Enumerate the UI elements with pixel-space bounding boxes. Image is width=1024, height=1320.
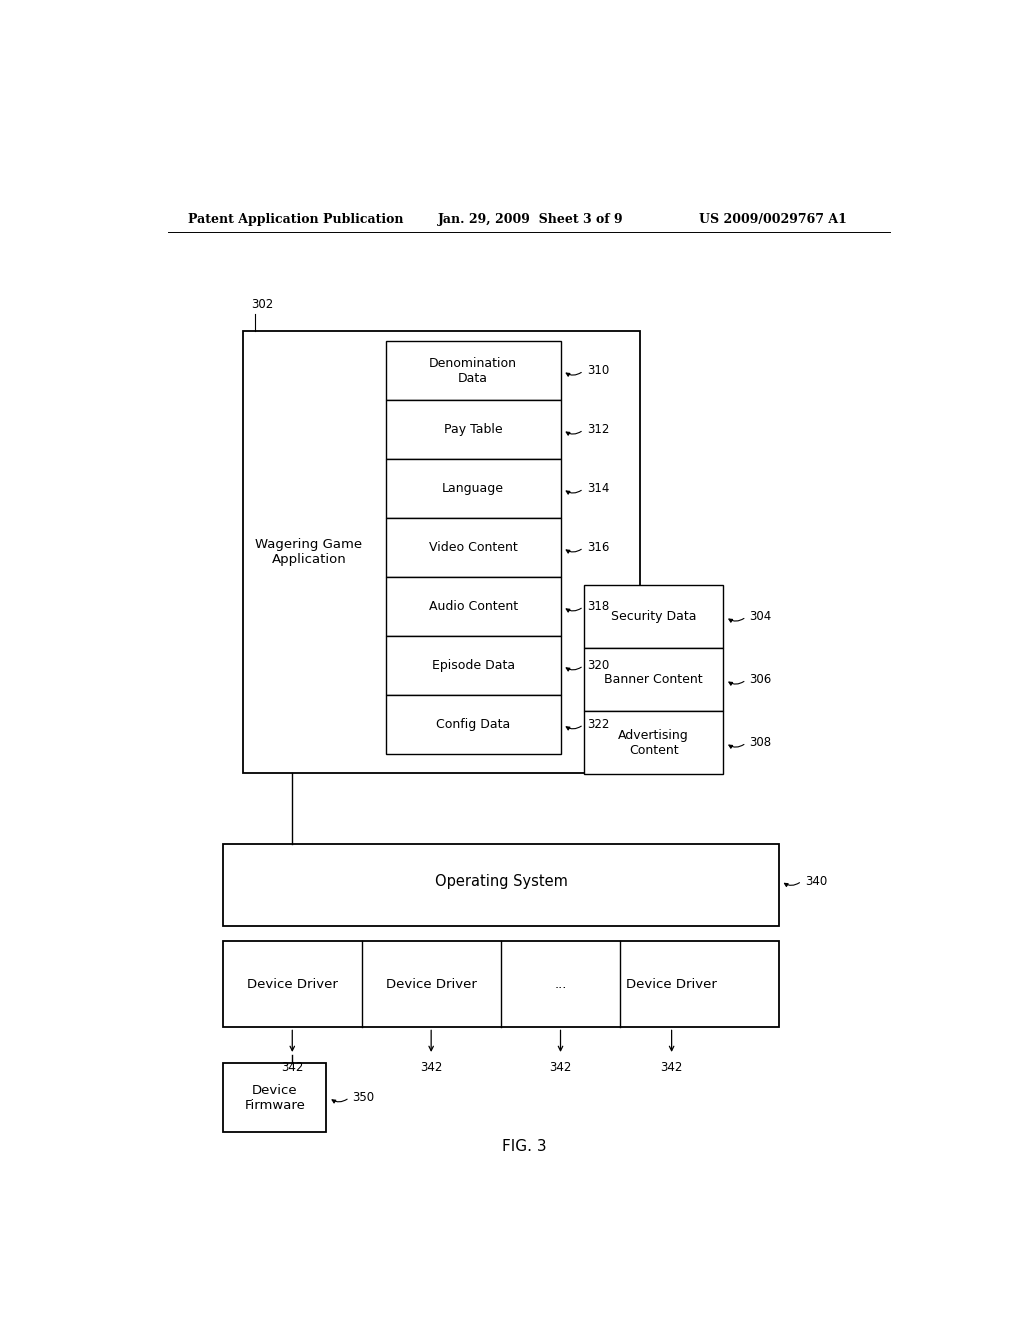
Text: Device Driver: Device Driver	[386, 978, 476, 991]
Bar	[386, 577, 560, 636]
Text: Operating System: Operating System	[434, 874, 567, 888]
Text: Config Data: Config Data	[436, 718, 510, 731]
Text: 314: 314	[587, 482, 609, 495]
Text: 342: 342	[420, 1061, 442, 1074]
Text: US 2009/0029767 A1: US 2009/0029767 A1	[699, 213, 847, 226]
Bar	[223, 1063, 327, 1133]
Text: 306: 306	[750, 673, 772, 686]
Text: 320: 320	[587, 659, 609, 672]
Bar	[386, 342, 560, 400]
Text: Device Driver: Device Driver	[627, 978, 717, 991]
Text: 342: 342	[281, 1061, 303, 1074]
Text: ...: ...	[554, 978, 566, 991]
Text: 304: 304	[750, 610, 772, 623]
Bar	[223, 941, 778, 1027]
Bar	[386, 400, 560, 459]
Bar	[223, 845, 778, 925]
Text: 340: 340	[805, 875, 827, 887]
Text: Pay Table: Pay Table	[443, 424, 503, 437]
Text: 316: 316	[587, 541, 609, 554]
Text: Jan. 29, 2009  Sheet 3 of 9: Jan. 29, 2009 Sheet 3 of 9	[437, 213, 624, 226]
Text: Language: Language	[442, 482, 504, 495]
Text: Advertising
Content: Advertising Content	[618, 729, 689, 756]
Text: 312: 312	[587, 424, 609, 437]
Text: FIG. 3: FIG. 3	[503, 1139, 547, 1155]
Text: Episode Data: Episode Data	[432, 659, 515, 672]
Bar	[585, 648, 723, 711]
Bar	[585, 585, 723, 648]
Text: Audio Content: Audio Content	[429, 601, 518, 612]
Text: Patent Application Publication: Patent Application Publication	[187, 213, 403, 226]
Bar	[386, 459, 560, 519]
Text: Denomination
Data: Denomination Data	[429, 356, 517, 385]
Bar	[585, 711, 723, 775]
Bar	[386, 696, 560, 754]
Text: 322: 322	[587, 718, 609, 731]
Text: 308: 308	[750, 737, 771, 750]
Bar	[243, 331, 640, 774]
Text: Banner Content: Banner Content	[604, 673, 703, 686]
Bar	[386, 636, 560, 696]
Text: 350: 350	[352, 1092, 375, 1104]
Text: 310: 310	[587, 364, 609, 378]
Text: 342: 342	[660, 1061, 683, 1074]
Text: Device
Firmware: Device Firmware	[245, 1084, 305, 1111]
Text: Device Driver: Device Driver	[247, 978, 338, 991]
Text: 318: 318	[587, 601, 609, 612]
Text: Wagering Game
Application: Wagering Game Application	[255, 539, 362, 566]
Text: 342: 342	[549, 1061, 571, 1074]
Text: Video Content: Video Content	[429, 541, 517, 554]
Text: Security Data: Security Data	[611, 610, 696, 623]
Text: 302: 302	[251, 298, 273, 312]
Bar	[386, 519, 560, 577]
